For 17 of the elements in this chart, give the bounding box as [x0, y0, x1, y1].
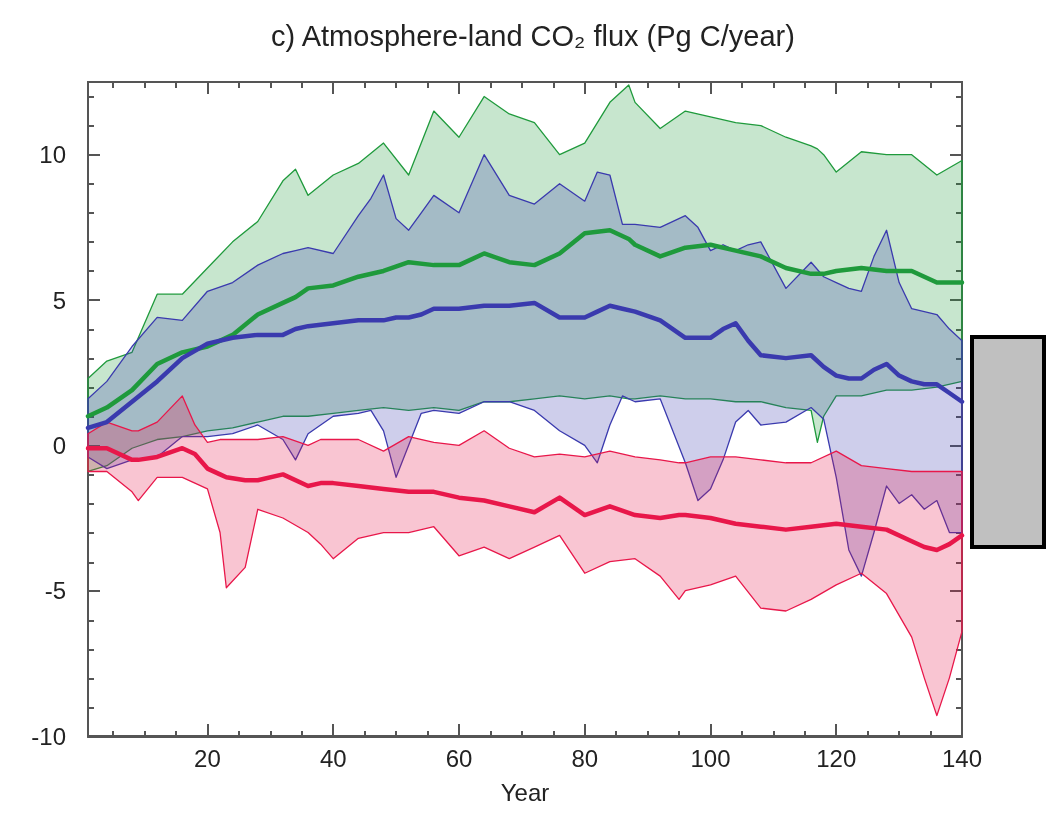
- y-tick-label: -5: [44, 577, 66, 605]
- line-series: [85, 227, 965, 419]
- line-series: [85, 300, 965, 431]
- y-tick-label: 10: [39, 141, 66, 169]
- line-series: [85, 445, 965, 553]
- x-tick-label: 140: [941, 744, 983, 772]
- x-tick-label: 100: [690, 744, 731, 772]
- x-tick-label: 60: [445, 744, 473, 772]
- x-tick-label: 40: [319, 744, 347, 772]
- y-tick-label: 5: [52, 286, 66, 314]
- chart-title: c) Atmosphere-land CO₂ flux (Pg C/year): [271, 19, 795, 52]
- y-tick-label: 0: [52, 431, 66, 459]
- x-tick-label: 20: [194, 744, 221, 772]
- y-tick-label: -10: [31, 722, 66, 750]
- x-axis-title: Year: [500, 778, 550, 806]
- x-tick-label: 80: [571, 744, 599, 772]
- x-tick-label: 120: [816, 744, 857, 772]
